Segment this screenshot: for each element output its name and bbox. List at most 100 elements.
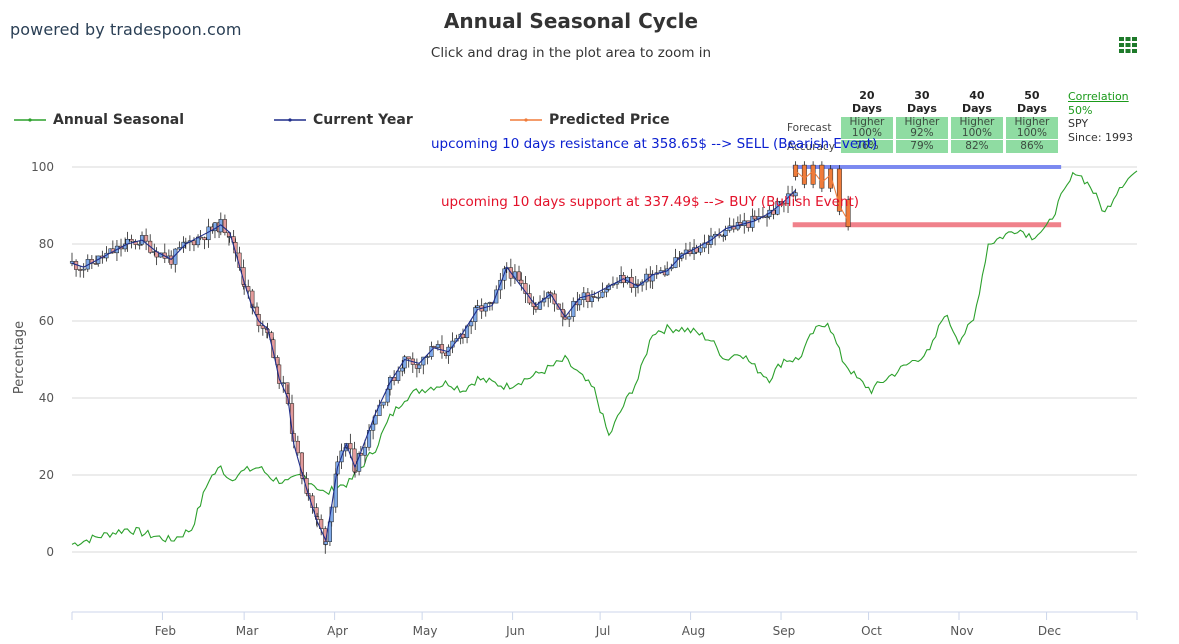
chart-subtitle: Click and drag in the plot area to zoom …	[430, 45, 712, 61]
legend-line-icon	[14, 118, 46, 122]
menu-grid-icon[interactable]	[1118, 36, 1138, 54]
candle-body	[137, 243, 142, 246]
candle-body	[323, 541, 328, 545]
candle-body	[202, 237, 207, 241]
legend-item-predicted-price[interactable]: Predicted Price	[510, 112, 670, 128]
correlation-link[interactable]: Correlation	[1068, 90, 1129, 103]
chart-title: Annual Seasonal Cycle	[443, 9, 699, 33]
candle-body	[373, 415, 378, 425]
candle-body	[319, 519, 324, 529]
y-axis-label: Percentage	[12, 320, 28, 395]
candle-body	[490, 302, 495, 304]
predicted-candle	[828, 168, 834, 189]
predicted-candle	[845, 199, 851, 227]
forecast-row: Forecast Higher 100% Higher 92% Higher 100%…	[785, 117, 1058, 139]
candle-body	[589, 296, 595, 302]
legend-line-icon	[274, 118, 306, 122]
y-tick-label: 40	[39, 391, 54, 405]
candle-body	[212, 222, 218, 232]
series-annual-seasonal	[71, 170, 1138, 547]
predicted-candle	[801, 164, 807, 185]
candle-body	[460, 333, 466, 338]
candle-body	[527, 293, 532, 304]
candle-body	[752, 215, 757, 220]
brand-label[interactable]: powered by tradespoon.com	[10, 20, 242, 39]
candle-body	[585, 292, 590, 302]
x-tick-label: Sep	[773, 624, 796, 638]
resistance-annotation: upcoming 10 days resistance at 358.65$ -…	[431, 136, 878, 152]
candle-body	[473, 307, 478, 322]
x-tick-label: Jun	[505, 624, 525, 638]
candle-body	[133, 240, 138, 245]
candle-body	[494, 289, 499, 304]
forecast-header: 30 Days	[906, 89, 937, 115]
forecast-header: 20 Days	[851, 89, 882, 115]
candle-body	[352, 471, 358, 473]
candle-body	[169, 255, 174, 265]
legend-item-current-year[interactable]: Current Year	[274, 112, 413, 128]
accuracy-cell: 79%	[895, 140, 948, 153]
y-tick-label: 100	[31, 160, 54, 174]
forecast-cell: Higher 100%	[950, 117, 1003, 139]
forecast-cell: Higher 100%	[840, 117, 893, 139]
accuracy-cell: 86%	[1005, 140, 1058, 153]
x-tick-label: Mar	[236, 624, 259, 638]
series-predicted-price	[795, 170, 849, 222]
candle-body	[764, 216, 770, 219]
candle-body	[277, 364, 282, 384]
candle-body	[571, 301, 576, 317]
candle-body	[604, 289, 609, 293]
legend-label: Predicted Price	[549, 112, 670, 128]
candle-body	[439, 344, 445, 354]
candle-body	[371, 423, 376, 431]
x-tick-label: Aug	[682, 624, 705, 638]
correlation-box: Correlation 50% SPY Since: 1993	[1068, 90, 1133, 144]
candle-body	[746, 220, 751, 228]
forecast-header: 40 Days	[961, 89, 992, 115]
candle-body	[78, 269, 83, 271]
candle-body	[260, 325, 265, 329]
series-current-year	[71, 189, 796, 543]
candle-body	[144, 235, 149, 242]
candle-body	[348, 443, 353, 450]
candle-body	[400, 367, 405, 372]
legend-line-icon	[510, 118, 542, 122]
accuracy-cell: 76%	[840, 140, 893, 153]
candle-body	[523, 283, 528, 294]
support-annotation: upcoming 10 days support at 337.49$ --> …	[441, 194, 860, 210]
accuracy-row: Accuracy 76% 79% 82% 86%	[785, 140, 1058, 153]
candle-body	[698, 247, 703, 253]
predicted-candle	[793, 164, 799, 177]
accuracy-cell: 82%	[950, 140, 1003, 153]
candle-body	[381, 401, 386, 406]
candle-body	[281, 382, 286, 385]
row-label: Forecast	[787, 122, 832, 134]
forecast-cell: Higher 92%	[895, 117, 948, 139]
forecast-cell: Higher 100%	[1005, 117, 1058, 139]
candle-body	[469, 321, 474, 327]
candle-body	[417, 364, 422, 369]
candle-body	[129, 238, 134, 242]
candle-body	[793, 192, 798, 197]
candle-body	[406, 356, 411, 360]
candle-body	[596, 296, 601, 299]
candle-body	[295, 440, 300, 454]
candle-body	[600, 291, 605, 298]
candle-body	[723, 230, 728, 237]
candle-body	[475, 305, 480, 308]
candle-body	[191, 240, 197, 246]
candle-body	[271, 339, 276, 358]
legend-item-annual-seasonal[interactable]: Annual Seasonal	[14, 112, 184, 128]
candle-body	[81, 268, 86, 271]
candle-body	[516, 271, 522, 281]
y-tick-label: 60	[39, 314, 54, 328]
candle-body	[592, 296, 597, 298]
candle-body	[242, 284, 247, 287]
predicted-candle	[836, 168, 842, 212]
predicted-candle	[819, 164, 825, 189]
candle-body	[69, 261, 75, 264]
candle-body	[362, 446, 367, 456]
candle-body	[315, 516, 320, 520]
candle-body	[552, 293, 557, 305]
